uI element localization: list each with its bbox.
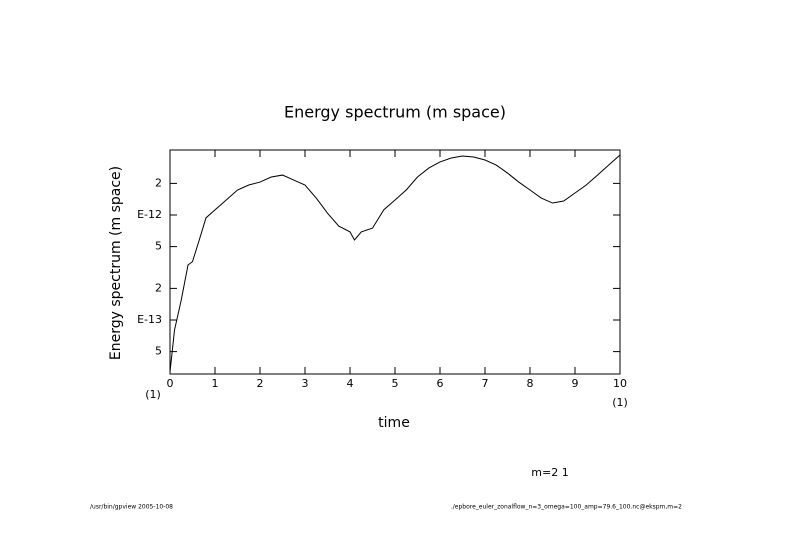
y-tick-label: 5	[155, 240, 162, 253]
x-tick-label: 2	[257, 377, 264, 390]
y-tick-label: 2	[155, 281, 162, 294]
x-scale-label: (1)	[145, 388, 161, 401]
x-tick-label: 5	[392, 377, 399, 390]
x-tick-label: 9	[572, 377, 579, 390]
x-tick-label: 4	[347, 377, 354, 390]
x-axis-label: time	[378, 415, 410, 431]
x-tick-label: 1	[212, 377, 219, 390]
y-tick-label: E-13	[137, 313, 162, 326]
footer-left: /usr/bin/gpview 2005-10-08	[90, 504, 173, 511]
data-line	[169, 154, 621, 373]
x-tick-label: 7	[482, 377, 489, 390]
x-scale-label: (1)	[612, 396, 628, 409]
x-tick-label: 8	[527, 377, 534, 390]
x-tick-label: 0	[167, 377, 174, 390]
chart-title: Energy spectrum (m space)	[284, 103, 506, 122]
x-tick-label: 6	[437, 377, 444, 390]
annotation: m=2 1	[531, 466, 568, 479]
y-tick-label: 2	[155, 176, 162, 189]
y-axis-label: Energy spectrum (m space)	[108, 166, 124, 360]
y-tick-label: E-12	[137, 208, 162, 221]
footer-right: ./epbore_euler_zonalflow_n=3_omega=100_a…	[451, 504, 682, 511]
x-tick-label: 10	[613, 377, 627, 390]
y-tick-label: 5	[155, 345, 162, 358]
x-tick-label: 3	[302, 377, 309, 390]
